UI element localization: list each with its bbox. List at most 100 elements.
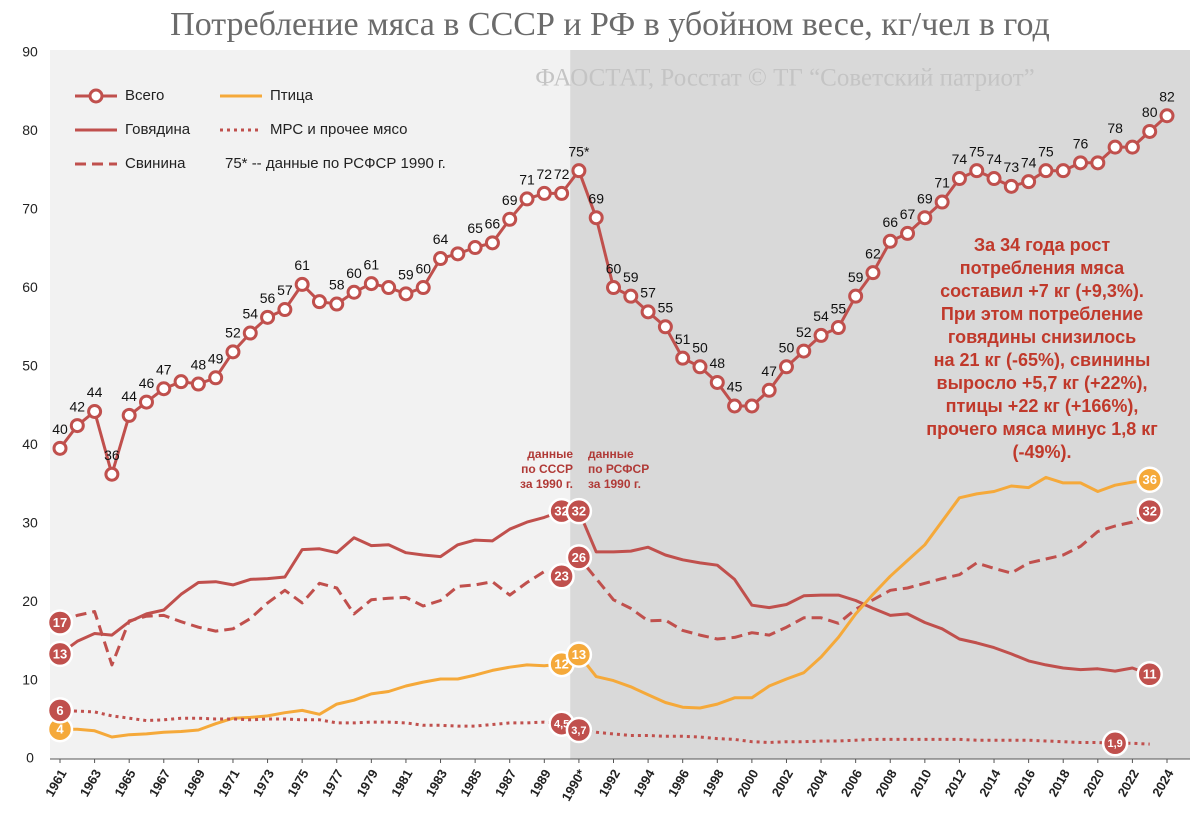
badge-marker: [565, 641, 593, 668]
point-marker: [329, 296, 345, 312]
point-marker: [1003, 178, 1019, 194]
x-tick-label: 2006: [838, 767, 865, 800]
x-tick-label: 2008: [872, 767, 899, 800]
badge-label: 32: [572, 504, 586, 519]
x-tick-label: 1963: [77, 767, 104, 800]
x-tick-label: 1965: [111, 767, 138, 800]
point-marker: [87, 403, 103, 419]
badge-marker: [46, 697, 74, 724]
badge-label: 36: [1142, 472, 1156, 487]
annotation: За 34 года рост: [974, 235, 1111, 255]
y-tick-label: 70: [22, 201, 38, 217]
data-label: 46: [139, 375, 155, 391]
annotation: При этом потребление: [941, 304, 1143, 324]
data-label: 64: [433, 231, 449, 247]
badge-label: 12: [554, 657, 568, 672]
point-marker: [519, 191, 535, 207]
x-tick-label: 1998: [699, 767, 726, 800]
x-tick-label: 2024: [1149, 766, 1177, 799]
data-label: 69: [502, 192, 518, 208]
point-marker: [363, 276, 379, 292]
annotation: выросло +5,7 кг (+22%),: [937, 373, 1148, 393]
data-label: 40: [52, 421, 68, 437]
badge-marker: [1136, 466, 1163, 493]
data-label: 54: [813, 308, 829, 324]
x-tick-label: 2020: [1080, 767, 1107, 800]
point-marker: [1107, 139, 1123, 155]
x-tick-label: 1981: [388, 767, 415, 800]
point-marker: [104, 466, 120, 482]
point-marker: [657, 319, 673, 335]
point-marker: [381, 280, 397, 296]
legend-label: Свинина: [125, 155, 186, 172]
y-tick-label: 40: [22, 436, 38, 452]
data-label: 67: [900, 206, 916, 222]
data-label: 82: [1159, 88, 1175, 104]
note-right: по РСФСР: [588, 462, 649, 476]
point-marker: [1090, 155, 1106, 171]
point-marker: [156, 381, 172, 397]
data-label: 60: [346, 265, 362, 281]
point-marker: [986, 171, 1002, 187]
y-tick-label: 10: [22, 671, 38, 687]
y-tick-label: 50: [22, 357, 38, 373]
point-marker: [692, 359, 708, 375]
badge-label: 23: [554, 569, 568, 584]
annotation: на 21 кг (-65%), свинины: [934, 350, 1151, 370]
x-tick-label: 2014: [976, 766, 1004, 799]
data-label: 57: [640, 285, 656, 301]
data-label: 48: [709, 355, 725, 371]
badge-label: 32: [1142, 504, 1156, 519]
data-label: 74: [952, 151, 968, 167]
point-marker: [346, 284, 362, 300]
x-tick-label: 1985: [457, 767, 484, 800]
data-label: 75*: [568, 143, 590, 159]
data-label: 56: [260, 290, 276, 306]
badge-label: 3,7: [571, 725, 586, 737]
data-label: 36: [104, 447, 120, 463]
point-marker: [640, 304, 656, 320]
data-label: 50: [779, 339, 795, 355]
point-marker: [606, 280, 621, 296]
point-marker: [761, 382, 777, 398]
x-tick-label: 1987: [492, 767, 519, 800]
badge-label: 26: [572, 550, 586, 565]
y-tick-label: 80: [22, 122, 38, 138]
data-label: 47: [761, 363, 777, 379]
annotation: составил +7 кг (+9,3%).: [940, 281, 1144, 301]
point-marker: [484, 235, 500, 251]
data-label: 49: [208, 350, 224, 366]
data-label: 71: [519, 172, 535, 188]
point-marker: [917, 210, 933, 226]
data-label: 76: [1073, 136, 1089, 152]
x-tick-label: 1996: [665, 767, 692, 800]
legend-label: Говядина: [125, 121, 191, 138]
x-tick-label: 2022: [1115, 767, 1142, 800]
data-label: 65: [467, 220, 483, 236]
x-tick-label: 1969: [180, 767, 207, 800]
point-marker: [208, 370, 224, 386]
data-label: 47: [156, 361, 172, 377]
data-label: 55: [658, 299, 674, 315]
point-marker: [951, 171, 967, 187]
badge-marker: [565, 716, 593, 744]
point-marker: [502, 211, 518, 227]
legend-label: Всего: [125, 87, 164, 104]
point-marker: [225, 344, 241, 360]
point-marker: [900, 225, 916, 241]
point-marker: [1124, 139, 1140, 155]
point-marker: [675, 350, 691, 366]
note-left: по СССР: [521, 462, 573, 476]
data-label: 61: [364, 256, 380, 272]
x-tick-label: 1990*: [558, 766, 588, 804]
point-marker: [848, 288, 864, 304]
note-right: за 1990 г.: [588, 477, 641, 491]
x-tick-label: 2018: [1045, 767, 1072, 800]
point-marker: [433, 251, 449, 267]
x-tick-label: 1975: [284, 767, 311, 800]
x-tick-label: 1967: [146, 767, 173, 800]
badge-marker: [1101, 730, 1129, 757]
point-marker: [571, 163, 587, 179]
badge-label: 13: [53, 646, 67, 661]
data-label: 59: [398, 267, 414, 283]
